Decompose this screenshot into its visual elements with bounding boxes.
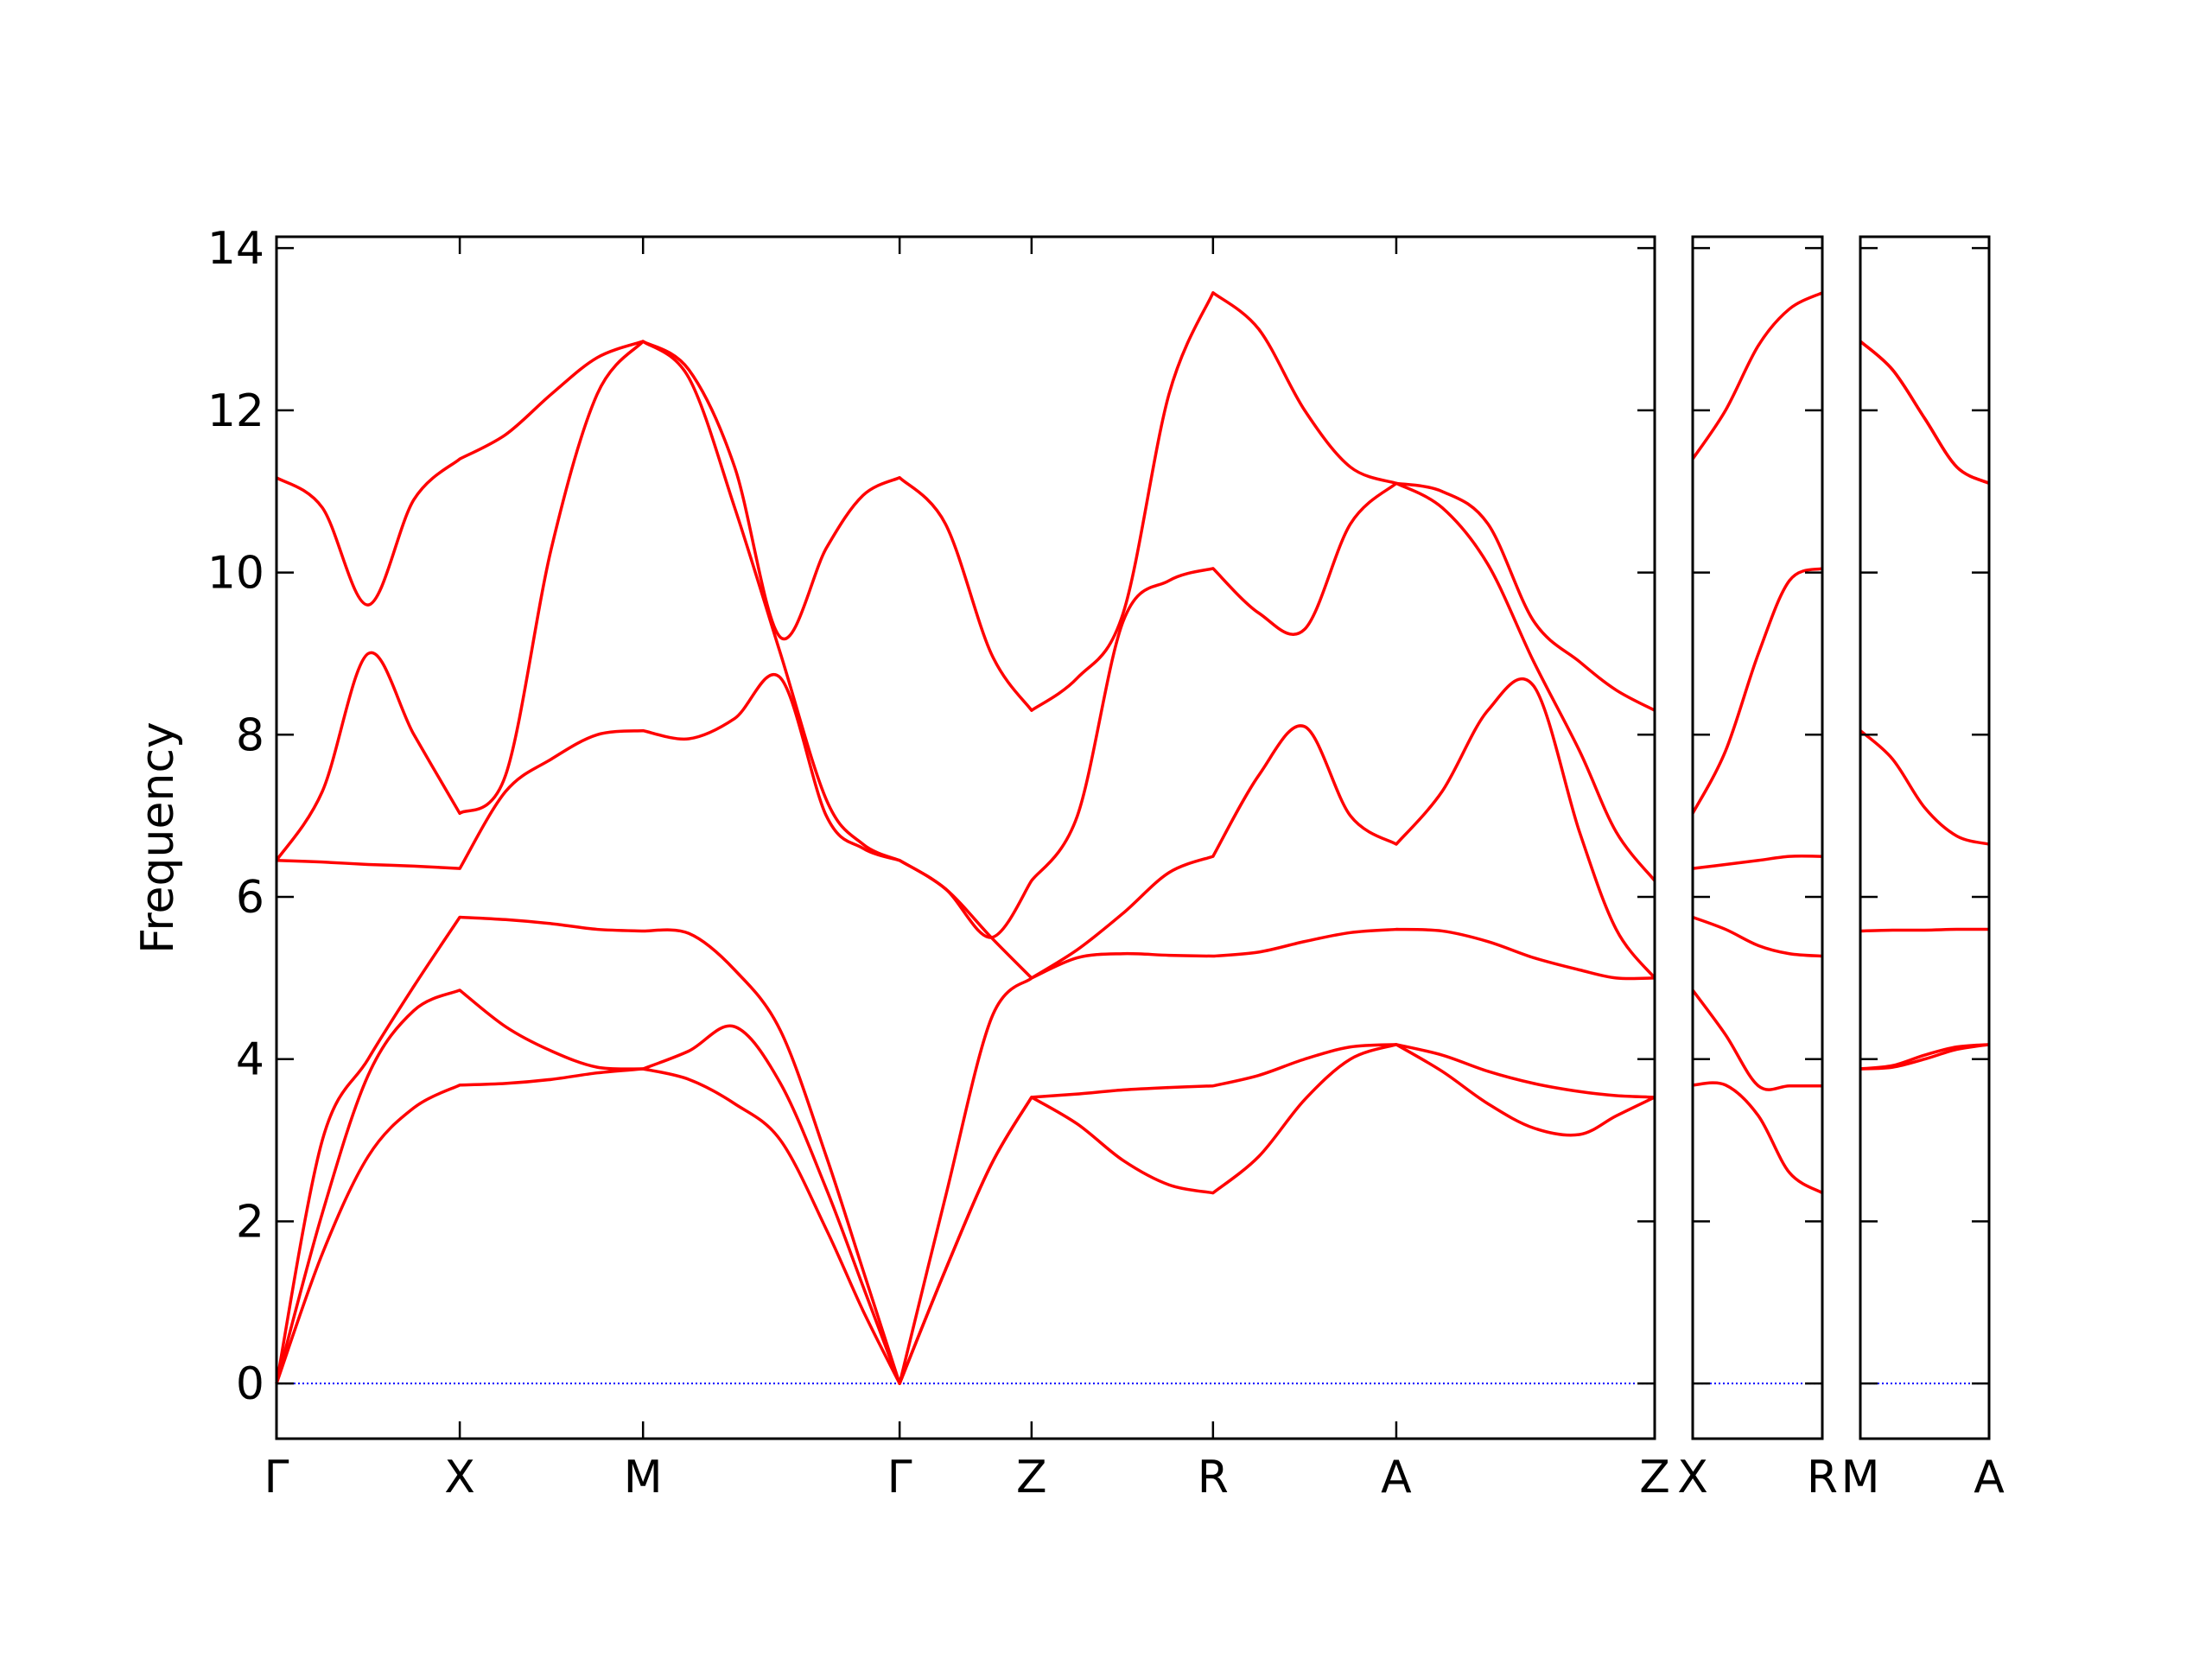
- x-tick-label: Γ: [887, 1452, 912, 1503]
- x-tick-label: Z: [1639, 1452, 1670, 1503]
- x-tick-label: X: [1677, 1452, 1708, 1503]
- y-tick-label: 0: [236, 1358, 264, 1410]
- x-tick-label: A: [1381, 1452, 1412, 1503]
- band-line: [1692, 1081, 1823, 1195]
- band-line: [1859, 340, 1990, 485]
- x-tick-label: A: [1974, 1452, 2005, 1503]
- y-axis-label: Frequency: [132, 721, 184, 954]
- x-tick-label: M: [1841, 1452, 1880, 1503]
- band-line: [275, 988, 1656, 1385]
- band-line: [276, 291, 1656, 712]
- band-line: [1691, 567, 1823, 815]
- band-line: [1859, 340, 1990, 485]
- y-tick-label: 12: [207, 385, 264, 437]
- band-line: [1692, 854, 1823, 870]
- x-tick-label: M: [624, 1452, 663, 1503]
- y-tick-label: 6: [236, 872, 264, 924]
- plot-frame: [275, 235, 1656, 1440]
- band-line: [1859, 927, 1990, 933]
- band-line: [275, 1043, 1656, 1385]
- x-tick-label: Z: [1016, 1452, 1047, 1503]
- band-line: [276, 673, 1656, 980]
- band-line: [275, 915, 1656, 1385]
- x-tick-label: X: [444, 1452, 475, 1503]
- y-tick-label: 4: [236, 1034, 264, 1086]
- band-line: [1859, 729, 1990, 846]
- plot-frame: [1859, 235, 1991, 1440]
- y-tick-label: 8: [236, 709, 264, 761]
- y-tick-label: 14: [207, 223, 264, 275]
- band-line: [1859, 1043, 1990, 1071]
- x-tick-label: R: [1807, 1452, 1838, 1503]
- band-line: [1691, 291, 1823, 461]
- y-tick-label: 10: [207, 548, 264, 600]
- band-line: [1692, 915, 1823, 958]
- plot-frame: [1691, 235, 1824, 1440]
- y-tick-label: 2: [236, 1196, 264, 1248]
- band-line: [275, 340, 1656, 939]
- band-line: [1859, 1043, 1990, 1071]
- x-tick-label: Γ: [264, 1452, 289, 1503]
- band-line: [1691, 988, 1822, 1091]
- x-tick-label: R: [1198, 1452, 1229, 1503]
